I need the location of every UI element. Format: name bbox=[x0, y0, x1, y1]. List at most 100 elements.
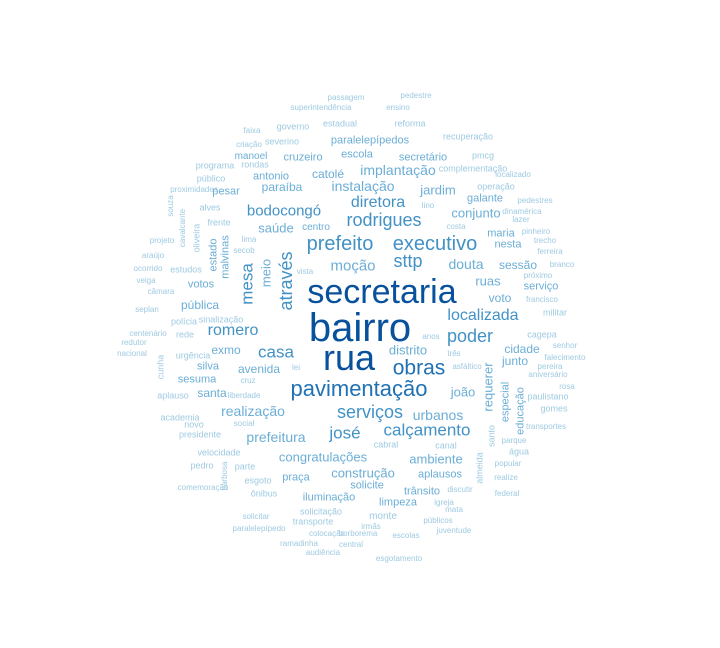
word-6: prefeito bbox=[306, 233, 374, 255]
word-32: saúde bbox=[258, 220, 294, 236]
word-4: obras bbox=[392, 356, 446, 380]
word-136: escolas bbox=[392, 531, 420, 540]
word-174: veiga bbox=[136, 276, 156, 285]
word-23: urbanos bbox=[412, 407, 464, 423]
word-10: serviços bbox=[336, 402, 404, 422]
word-94: frente bbox=[207, 217, 231, 228]
word-120: aniversário bbox=[528, 370, 568, 379]
word-34: distrito bbox=[388, 342, 428, 358]
word-11: calçamento bbox=[383, 420, 471, 440]
word-25: implantação bbox=[360, 162, 436, 178]
word-71: votos bbox=[187, 278, 215, 291]
word-45: cidade bbox=[504, 342, 540, 356]
word-100: governo bbox=[276, 121, 310, 132]
word-163: criação bbox=[236, 140, 262, 149]
word-122: rosa bbox=[559, 382, 575, 391]
word-169: souza bbox=[166, 195, 175, 217]
word-146: paralelepípedo bbox=[232, 524, 286, 533]
word-123: paulistano bbox=[527, 391, 569, 402]
word-21: realização bbox=[221, 403, 285, 419]
word-90: polícia bbox=[170, 316, 198, 327]
word-63: maria bbox=[487, 227, 515, 240]
word-99: severino bbox=[264, 136, 300, 147]
word-177: centenário bbox=[129, 329, 167, 338]
word-55: aplausos bbox=[417, 468, 463, 481]
word-173: ocorrido bbox=[133, 264, 163, 273]
word-153: lei bbox=[291, 363, 301, 372]
word-7: rodrigues bbox=[346, 210, 422, 230]
word-70: pesar bbox=[212, 185, 240, 198]
word-127: água bbox=[508, 446, 530, 457]
word-42: catolé bbox=[311, 167, 345, 181]
word-44: junto bbox=[501, 354, 529, 368]
word-76: monte bbox=[369, 511, 397, 522]
word-101: estadual bbox=[322, 118, 358, 129]
word-150: social bbox=[233, 419, 255, 428]
word-165: superintendência bbox=[290, 103, 352, 112]
word-175: câmara bbox=[147, 287, 175, 296]
word-15: casa bbox=[258, 342, 294, 362]
word-130: federal bbox=[494, 489, 520, 498]
word-119: falecimento bbox=[544, 353, 586, 362]
word-28: congratulações bbox=[278, 449, 368, 465]
word-158: secob bbox=[233, 246, 255, 255]
word-39: exmo bbox=[211, 343, 241, 357]
word-33: jardim bbox=[420, 182, 456, 198]
word-81: ônibus bbox=[250, 488, 278, 499]
word-5: executivo bbox=[392, 233, 478, 255]
word-54: praça bbox=[282, 471, 310, 484]
word-26: douta bbox=[448, 256, 484, 272]
word-92: estudos bbox=[170, 264, 202, 275]
word-50: sesuma bbox=[177, 373, 217, 386]
word-103: recuperação bbox=[442, 131, 494, 142]
word-178: redutor bbox=[121, 338, 147, 347]
word-172: araújo bbox=[141, 251, 165, 260]
word-49: silva bbox=[196, 360, 220, 373]
word-29: construção bbox=[331, 465, 395, 481]
word-51: pública bbox=[180, 298, 220, 312]
word-114: branco bbox=[549, 260, 575, 269]
word-152: cruz bbox=[240, 376, 256, 385]
word-22: prefeitura bbox=[246, 429, 306, 445]
word-117: militar bbox=[543, 307, 567, 318]
word-105: pmcg bbox=[471, 150, 495, 161]
word-141: ramadinha bbox=[280, 539, 318, 548]
word-38: voto bbox=[488, 291, 512, 305]
word-166: passagem bbox=[327, 93, 365, 102]
word-124: gomes bbox=[540, 403, 568, 414]
word-115: próximo bbox=[523, 271, 553, 280]
word-80: esgoto bbox=[244, 475, 272, 486]
word-86: aplauso bbox=[157, 390, 189, 401]
word-14: josé bbox=[329, 423, 361, 443]
word-96: público bbox=[196, 173, 226, 184]
word-82: velocidade bbox=[197, 447, 241, 458]
word-121: pereira bbox=[537, 362, 563, 371]
word-161: costa bbox=[446, 222, 466, 231]
word-1: rua bbox=[322, 337, 376, 378]
word-106: operação bbox=[477, 181, 515, 192]
word-156: asfáltico bbox=[452, 362, 482, 371]
word-2: secretaria bbox=[307, 273, 457, 311]
word-139: colocação bbox=[308, 529, 346, 538]
word-134: públicos bbox=[423, 516, 453, 525]
word-157: lima bbox=[241, 235, 257, 244]
word-159: vista bbox=[296, 267, 314, 276]
word-16: mesa bbox=[237, 263, 257, 305]
word-65: cruzeiro bbox=[283, 151, 323, 164]
word-13: localizada bbox=[447, 307, 519, 324]
word-27: requerer bbox=[480, 362, 496, 412]
word-108: pedestres bbox=[517, 196, 553, 205]
word-91: sinalização bbox=[198, 314, 244, 325]
word-138: borborema bbox=[338, 529, 378, 538]
word-107: localizado bbox=[495, 170, 531, 179]
word-35: ruas bbox=[475, 273, 501, 289]
word-110: lazer bbox=[512, 215, 530, 224]
word-140: central bbox=[338, 540, 364, 549]
word-131: discutir bbox=[447, 485, 473, 494]
word-53: estado bbox=[207, 238, 220, 272]
word-64: antonio bbox=[252, 170, 290, 183]
word-118: cagepa bbox=[527, 329, 557, 340]
word-171: projeto bbox=[149, 236, 175, 245]
word-8: sttp bbox=[393, 251, 423, 271]
word-57: limpeza bbox=[379, 496, 417, 509]
